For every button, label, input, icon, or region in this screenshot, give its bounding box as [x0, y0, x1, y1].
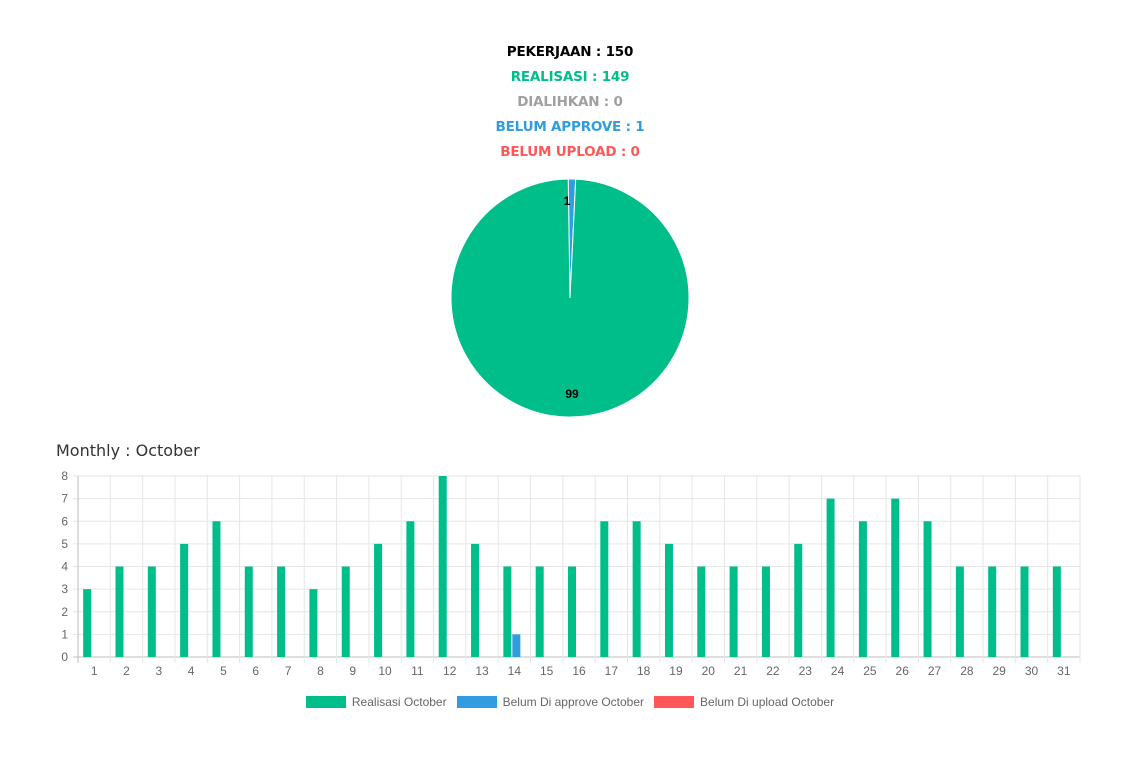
- bar-realisasi-1[interactable]: [83, 589, 92, 657]
- bar-realisasi-3[interactable]: [147, 566, 156, 658]
- bar-realisasi-18[interactable]: [632, 521, 641, 657]
- x-tick-label: 22: [766, 664, 780, 678]
- bar-realisasi-4[interactable]: [180, 543, 189, 657]
- y-tick-label: 6: [61, 514, 68, 528]
- bar-realisasi-21[interactable]: [729, 566, 738, 658]
- x-tick-label: 29: [993, 664, 1007, 678]
- summary-stats: PEKERJAAN : 150 REALISASI : 149 DIALIHKA…: [0, 40, 1140, 165]
- y-tick-label: 8: [61, 469, 68, 483]
- legend-item-belum-upload[interactable]: Belum Di upload October: [654, 695, 834, 709]
- pie-label-99: 99: [565, 387, 579, 401]
- bar-realisasi-29[interactable]: [988, 566, 997, 658]
- stat-dialihkan: DIALIHKAN : 0: [517, 94, 623, 110]
- bar-realisasi-31[interactable]: [1052, 566, 1061, 658]
- x-tick-label: 3: [155, 664, 162, 678]
- bar-realisasi-2[interactable]: [115, 566, 124, 658]
- x-tick-label: 10: [378, 664, 392, 678]
- x-tick-label: 21: [734, 664, 748, 678]
- x-tick-label: 6: [252, 664, 259, 678]
- bar-realisasi-13[interactable]: [471, 543, 480, 657]
- x-tick-label: 25: [863, 664, 877, 678]
- legend-item-belum-approve[interactable]: Belum Di approve October: [456, 695, 645, 709]
- pie-slice-99[interactable]: [450, 178, 690, 418]
- bar-realisasi-10[interactable]: [374, 543, 383, 657]
- bar-realisasi-20[interactable]: [697, 566, 706, 658]
- bar-realisasi-15[interactable]: [535, 566, 544, 658]
- bar-realisasi-14[interactable]: [503, 566, 512, 658]
- stat-belum-approve: BELUM APPROVE : 1: [495, 119, 645, 135]
- bar-realisasi-27[interactable]: [923, 521, 932, 657]
- x-tick-label: 14: [508, 664, 522, 678]
- legend-label-realisasi: Realisasi October: [351, 695, 447, 709]
- bar-realisasi-8[interactable]: [309, 589, 318, 657]
- bar-realisasi-23[interactable]: [794, 543, 803, 657]
- bar-belum-approve-14[interactable]: [512, 634, 521, 657]
- y-tick-label: 7: [61, 492, 68, 506]
- bar-realisasi-28[interactable]: [955, 566, 964, 658]
- bar-realisasi-5[interactable]: [212, 521, 221, 657]
- x-tick-label: 20: [702, 664, 716, 678]
- bar-realisasi-16[interactable]: [568, 566, 576, 658]
- x-tick-label: 2: [123, 664, 130, 678]
- x-tick-label: 16: [572, 664, 586, 678]
- bar-legend: Realisasi October Belum Di approve Octob…: [0, 695, 1140, 709]
- x-tick-label: 30: [1025, 664, 1039, 678]
- bar-realisasi-26[interactable]: [891, 498, 900, 657]
- x-tick-label: 27: [928, 664, 942, 678]
- x-tick-label: 26: [896, 664, 910, 678]
- x-tick-label: 7: [285, 664, 292, 678]
- bar-realisasi-6[interactable]: [244, 566, 253, 658]
- stat-belum-upload: BELUM UPLOAD : 0: [500, 144, 640, 160]
- bar-realisasi-7[interactable]: [277, 566, 286, 658]
- pie-chart: 1 99: [450, 178, 690, 418]
- y-tick-label: 0: [61, 650, 68, 664]
- x-tick-label: 13: [475, 664, 489, 678]
- stat-realisasi: REALISASI : 149: [510, 69, 630, 85]
- x-tick-label: 11: [411, 664, 424, 678]
- bar-realisasi-17[interactable]: [600, 521, 609, 657]
- x-tick-label: 9: [349, 664, 356, 678]
- bar-realisasi-11[interactable]: [406, 521, 415, 657]
- x-tick-label: 23: [799, 664, 813, 678]
- x-tick-label: 17: [605, 664, 619, 678]
- x-tick-label: 31: [1057, 664, 1071, 678]
- x-tick-label: 4: [188, 664, 195, 678]
- legend-label-belum-upload: Belum Di upload October: [700, 695, 835, 709]
- bar-realisasi-24[interactable]: [826, 498, 835, 657]
- x-tick-label: 8: [317, 664, 324, 678]
- x-tick-label: 15: [540, 664, 554, 678]
- x-tick-label: 1: [91, 664, 98, 678]
- pie-label-1: 1: [564, 194, 571, 208]
- bar-realisasi-12[interactable]: [438, 476, 447, 657]
- x-tick-label: 18: [637, 664, 651, 678]
- y-tick-label: 3: [61, 582, 68, 596]
- y-tick-label: 4: [61, 560, 68, 574]
- bar-realisasi-25[interactable]: [858, 521, 867, 657]
- x-tick-label: 19: [669, 664, 683, 678]
- y-tick-label: 5: [61, 537, 68, 551]
- y-tick-label: 1: [61, 627, 68, 641]
- bar-realisasi-30[interactable]: [1020, 566, 1029, 658]
- stat-pekerjaan: PEKERJAAN : 150: [506, 44, 634, 60]
- monthly-title: Monthly : October: [56, 441, 200, 460]
- x-tick-label: 5: [220, 664, 227, 678]
- x-tick-label: 28: [960, 664, 974, 678]
- legend-swatch-belum-upload: [654, 696, 695, 708]
- bar-realisasi-22[interactable]: [761, 566, 770, 658]
- bar-realisasi-19[interactable]: [664, 543, 673, 657]
- legend-swatch-belum-approve: [456, 696, 497, 708]
- legend-swatch-realisasi: [305, 696, 346, 708]
- legend-item-realisasi[interactable]: Realisasi October: [305, 695, 447, 709]
- y-tick-label: 2: [61, 605, 68, 619]
- legend-label-belum-approve: Belum Di approve October: [502, 695, 645, 709]
- x-tick-label: 12: [443, 664, 457, 678]
- bar-realisasi-9[interactable]: [341, 566, 350, 658]
- x-tick-label: 24: [831, 664, 845, 678]
